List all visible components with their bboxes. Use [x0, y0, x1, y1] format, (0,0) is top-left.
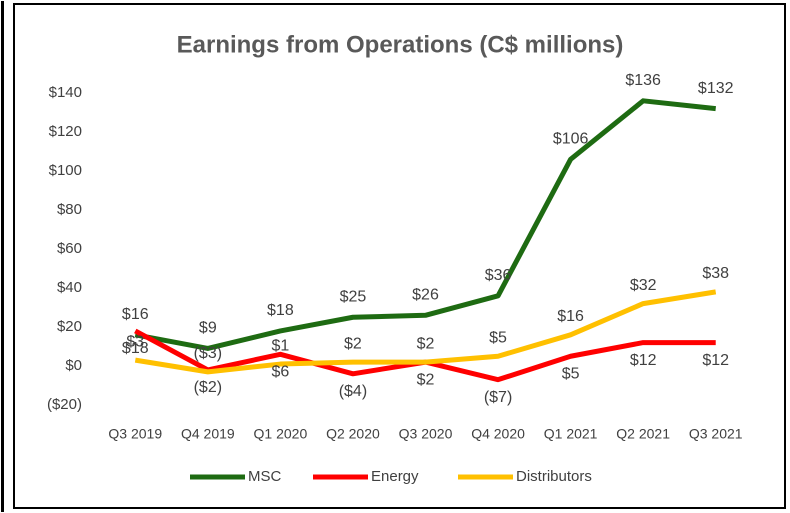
data-label: $9 — [199, 320, 217, 337]
y-tick-label: $0 — [65, 357, 82, 374]
series-line — [134, 289, 717, 375]
data-label: $36 — [485, 267, 512, 284]
y-tick-label: $140 — [49, 84, 82, 101]
data-label: $18 — [122, 340, 149, 357]
legend-label: MSC — [248, 468, 282, 485]
x-tick-label: Q4 2020 — [471, 426, 525, 442]
left-edge — [1, 1, 4, 512]
data-label: $136 — [625, 72, 661, 89]
y-tick-label: $80 — [57, 201, 82, 218]
data-label: $25 — [340, 288, 367, 305]
data-label: $106 — [553, 131, 589, 148]
data-label: $38 — [702, 265, 729, 282]
series-line — [134, 98, 716, 351]
data-label: $3 — [126, 333, 144, 350]
x-tick-label: Q3 2021 — [689, 426, 743, 442]
x-tick-label: Q3 2020 — [399, 426, 453, 442]
x-tick-label: Q2 2020 — [326, 426, 380, 442]
x-tick-label: Q2 2021 — [616, 426, 670, 442]
y-tick-label: $60 — [57, 240, 82, 257]
data-label: $26 — [412, 287, 439, 304]
data-label: $2 — [417, 371, 435, 388]
y-tick-label: $100 — [49, 162, 82, 179]
y-tick-label: ($20) — [47, 396, 82, 413]
x-tick-label: Q3 2019 — [108, 426, 162, 442]
x-tick-label: Q1 2020 — [254, 426, 308, 442]
data-label: $5 — [489, 329, 507, 346]
x-tick-label: Q4 2019 — [181, 426, 235, 442]
y-tick-label: $20 — [57, 318, 82, 335]
data-label: $2 — [417, 335, 435, 352]
data-label: $132 — [698, 80, 734, 97]
data-label: $16 — [122, 306, 149, 323]
data-label: $18 — [267, 302, 294, 319]
data-label: ($3) — [194, 345, 222, 362]
data-label: ($4) — [339, 383, 367, 400]
data-label: $2 — [344, 335, 362, 352]
x-tick-label: Q1 2021 — [544, 426, 598, 442]
chart-frame — [13, 3, 786, 509]
legend-label: Distributors — [516, 468, 592, 485]
data-label: $12 — [702, 352, 729, 369]
y-tick-label: $120 — [49, 123, 82, 140]
y-tick-label: $40 — [57, 279, 82, 296]
data-label: $16 — [557, 308, 584, 325]
data-label: $5 — [562, 365, 580, 382]
legend-label: Energy — [371, 468, 419, 485]
chart-title: Earnings from Operations (C$ millions) — [177, 31, 624, 58]
data-label: ($7) — [484, 389, 512, 406]
data-label: $32 — [630, 277, 657, 294]
data-label: $12 — [630, 352, 657, 369]
data-label: $1 — [271, 337, 289, 354]
data-label: ($2) — [194, 379, 222, 396]
data-label: $6 — [271, 364, 289, 381]
